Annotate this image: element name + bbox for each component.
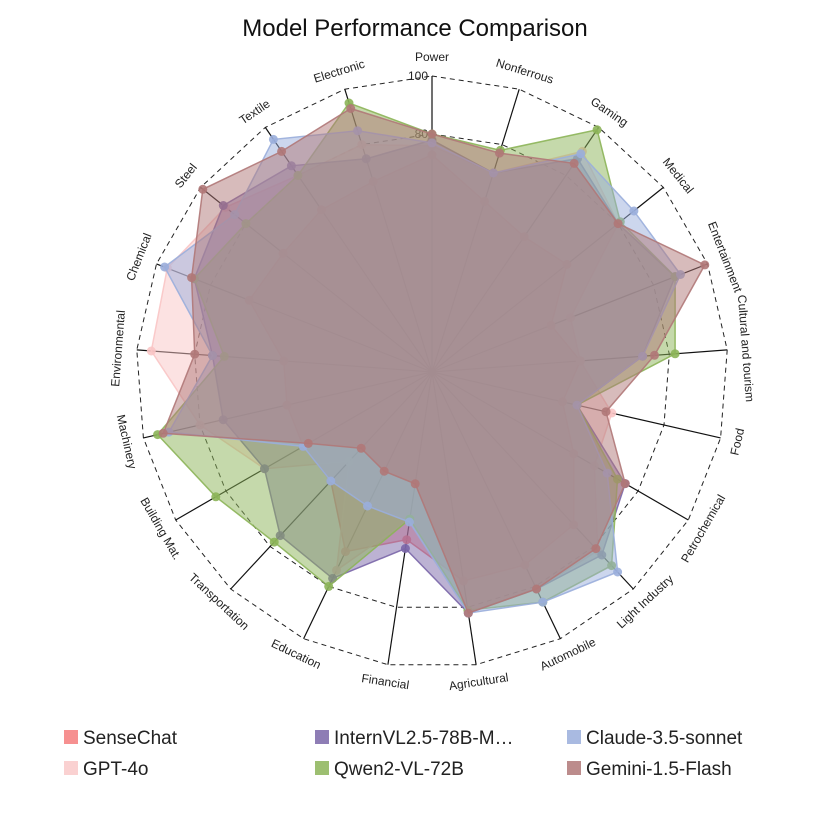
data-point — [613, 219, 623, 229]
tick-label: 100 — [408, 69, 428, 83]
chart-title: Model Performance Comparison — [242, 15, 587, 42]
legend-swatch — [567, 761, 581, 775]
legend-label: Gemini-1.5-Flash — [586, 759, 732, 780]
axis-label: Electronic — [312, 57, 366, 86]
data-point — [592, 125, 602, 135]
data-point — [187, 273, 197, 283]
data-point — [576, 149, 586, 159]
axis-label: Light Industry — [614, 572, 676, 631]
data-point — [613, 567, 623, 577]
data-point — [700, 260, 710, 270]
axis-label: Financial — [361, 671, 411, 692]
axis-label: Agricultural — [448, 670, 509, 693]
legend-label: GPT-4o — [83, 759, 148, 780]
data-point — [356, 443, 366, 453]
axis-label: Nonferrous — [494, 56, 555, 87]
legend-swatch — [64, 730, 78, 744]
legend-swatch — [315, 730, 329, 744]
data-point — [268, 134, 278, 144]
axis-label: Textile — [237, 96, 273, 127]
legend-item: Claude-3.5-sonnet — [567, 728, 743, 749]
legend-item: GPT-4o — [64, 759, 148, 780]
data-point — [532, 584, 541, 594]
axis-label: Cultural and tourism — [735, 294, 757, 402]
axis-label: Medical — [660, 155, 697, 196]
data-point — [538, 597, 548, 607]
axis-label: Education — [269, 636, 323, 672]
legend-swatch — [315, 761, 329, 775]
data-point — [198, 184, 208, 194]
data-point — [495, 148, 504, 158]
data-point — [569, 158, 579, 168]
axis-label: Power — [415, 50, 449, 64]
legend: SenseChat GPT-4o InternVL2.5-78B-M… Qwen2-V… — [64, 728, 743, 780]
data-point — [463, 608, 473, 618]
data-point — [146, 346, 156, 356]
data-point — [269, 537, 279, 547]
axis-label: Chemical — [123, 231, 154, 283]
axis-label: Building Mat. — [137, 495, 184, 562]
axis-label: Food — [727, 427, 747, 457]
data-point — [404, 517, 414, 527]
data-point — [629, 206, 639, 216]
legend-item: SenseChat — [64, 728, 178, 749]
axis-label: Automobile — [538, 635, 598, 674]
axis-label: Steel — [172, 161, 200, 191]
data-point — [379, 466, 389, 476]
data-point — [160, 262, 170, 272]
legend-item: Gemini-1.5-Flash — [567, 759, 732, 780]
data-point — [363, 501, 372, 511]
data-point — [410, 479, 420, 489]
grid-ring-100 — [136, 75, 728, 666]
axis-label: Environmental — [108, 310, 128, 388]
data-point — [326, 476, 336, 486]
data-point — [670, 349, 680, 359]
data-point — [277, 146, 287, 156]
data-point — [211, 492, 221, 502]
legend-swatch — [567, 730, 581, 744]
data-point — [427, 129, 437, 139]
data-point — [591, 544, 601, 554]
data-point — [158, 428, 168, 438]
data-point — [303, 438, 313, 448]
axis-label: Petrochemical — [678, 492, 728, 565]
axis-label: Machinery — [114, 413, 140, 470]
legend-label: Qwen2-VL-72B — [334, 759, 464, 780]
legend-swatch — [64, 761, 78, 775]
data-point — [324, 581, 334, 591]
series-area — [162, 107, 706, 615]
axis-label: Transportation — [186, 570, 252, 633]
legend-label: SenseChat — [83, 728, 178, 749]
data-point — [620, 479, 630, 489]
axis-label: Gaming — [588, 94, 631, 129]
data-point — [400, 544, 410, 553]
legend-label: Claude-3.5-sonnet — [586, 728, 743, 749]
series-5 — [158, 104, 710, 618]
legend-label: InternVL2.5-78B-M… — [334, 728, 514, 749]
data-point — [346, 104, 356, 113]
axis-label: Entertainment — [705, 220, 746, 295]
legend-item: Qwen2-VL-72B — [315, 759, 464, 780]
series-layer — [146, 98, 710, 618]
legend-item: InternVL2.5-78B-M… — [315, 728, 514, 749]
data-point — [190, 349, 200, 359]
data-point — [601, 407, 611, 417]
data-point — [650, 350, 659, 360]
